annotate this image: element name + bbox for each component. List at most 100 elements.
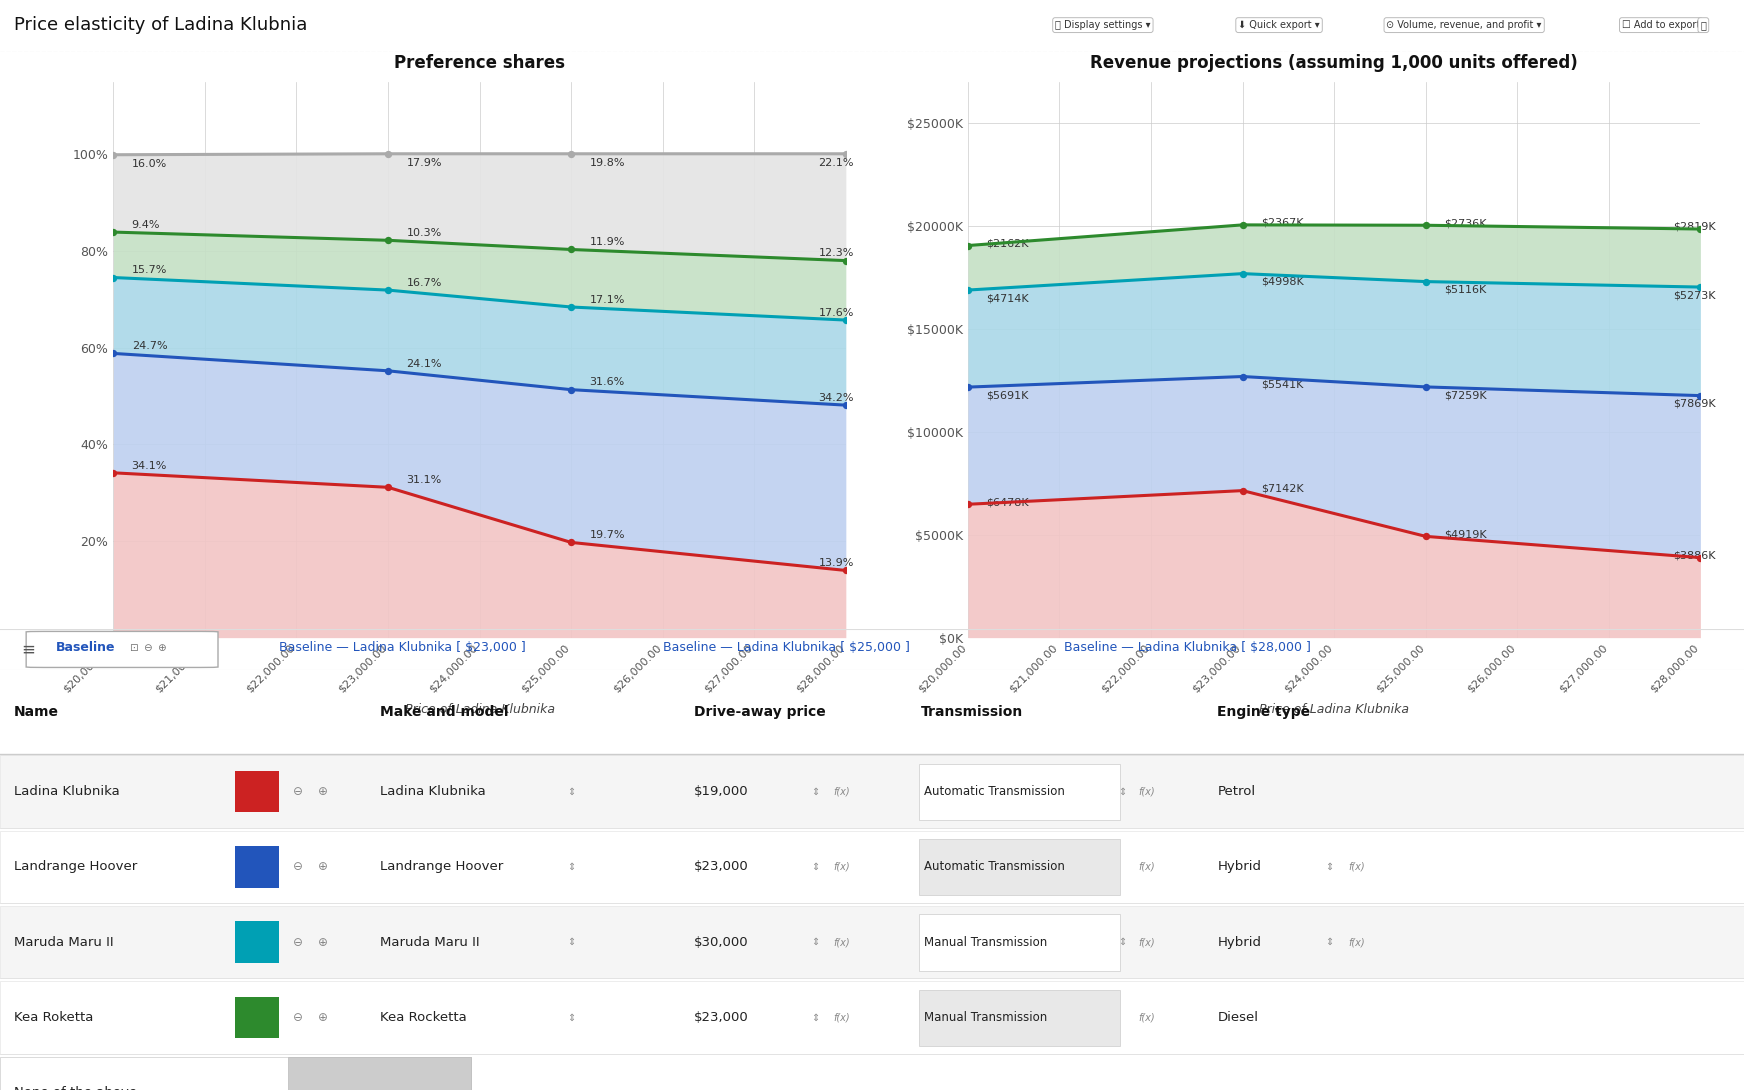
Text: 22.1%: 22.1%: [818, 158, 855, 169]
Text: 13.9%: 13.9%: [818, 558, 855, 568]
Text: ⊕: ⊕: [317, 860, 328, 873]
Point: [832, 397, 860, 414]
Bar: [235, 921, 279, 962]
Text: 10.3%: 10.3%: [406, 228, 441, 238]
Text: $2367K: $2367K: [1261, 218, 1303, 228]
Point: [832, 561, 860, 579]
Point: [373, 231, 401, 249]
Bar: [919, 839, 1120, 896]
Bar: [919, 990, 1120, 1046]
Text: ⇕: ⇕: [811, 862, 820, 872]
Text: None of the above: None of the above: [14, 1087, 138, 1090]
Point: [832, 252, 860, 269]
Bar: [0, 755, 1744, 827]
Text: ⊖: ⊖: [293, 1012, 303, 1024]
Bar: [919, 764, 1120, 820]
Text: $5541K: $5541K: [1261, 379, 1303, 390]
Text: Kea Roketta: Kea Roketta: [14, 1012, 94, 1024]
Text: 24.1%: 24.1%: [406, 359, 441, 368]
Text: Automatic Transmission: Automatic Transmission: [924, 860, 1066, 873]
Bar: [0, 1056, 471, 1090]
Point: [1413, 272, 1441, 290]
Text: ≡: ≡: [21, 641, 35, 658]
Point: [1413, 217, 1441, 234]
Text: Name: Name: [14, 705, 59, 719]
Text: Maruda Maru II: Maruda Maru II: [380, 935, 480, 948]
Bar: [0, 831, 1744, 903]
Point: [1230, 216, 1257, 233]
Text: f(x): f(x): [1348, 862, 1366, 872]
Point: [99, 269, 127, 287]
Text: $4998K: $4998K: [1261, 277, 1305, 287]
Text: ☐ Add to export: ☐ Add to export: [1622, 20, 1700, 31]
Text: $7142K: $7142K: [1261, 484, 1303, 494]
Point: [99, 464, 127, 482]
Text: Ladina Klubnika: Ladina Klubnika: [14, 785, 120, 798]
Text: $23,000: $23,000: [694, 1012, 748, 1024]
Text: ⇕: ⇕: [567, 862, 576, 872]
Text: Baseline — Ladina Klubnika [ $28,000 ]: Baseline — Ladina Klubnika [ $28,000 ]: [1064, 642, 1311, 654]
Text: ⇕: ⇕: [811, 1013, 820, 1022]
Point: [954, 237, 982, 254]
Text: Landrange Hoover: Landrange Hoover: [380, 860, 504, 873]
Bar: [0, 906, 1744, 979]
Point: [1686, 387, 1714, 404]
Text: 31.6%: 31.6%: [589, 377, 624, 387]
Text: 17.1%: 17.1%: [589, 294, 624, 305]
Text: Transmission: Transmission: [921, 705, 1024, 719]
Text: ⇕: ⇕: [1325, 862, 1334, 872]
Text: Kea Rocketta: Kea Rocketta: [380, 1012, 467, 1024]
Text: $30,000: $30,000: [694, 935, 748, 948]
Point: [556, 145, 584, 162]
Bar: [235, 997, 279, 1039]
Text: f(x): f(x): [834, 937, 851, 947]
X-axis label: Price of Ladina Klubnika: Price of Ladina Klubnika: [405, 703, 555, 716]
Text: $7869K: $7869K: [1672, 399, 1716, 409]
Point: [1230, 265, 1257, 282]
Text: f(x): f(x): [1348, 937, 1366, 947]
Bar: [235, 771, 279, 812]
Text: $5273K: $5273K: [1672, 290, 1716, 301]
Text: $19,000: $19,000: [694, 785, 748, 798]
Bar: [919, 915, 1120, 971]
Text: 34.2%: 34.2%: [818, 392, 855, 403]
Text: 16.7%: 16.7%: [406, 278, 441, 288]
Point: [954, 496, 982, 513]
Text: Landrange Hoover: Landrange Hoover: [14, 860, 138, 873]
Text: f(x): f(x): [834, 862, 851, 872]
Point: [954, 281, 982, 299]
Text: Drive-away price: Drive-away price: [694, 705, 827, 719]
Point: [556, 241, 584, 258]
Bar: [288, 1056, 471, 1090]
Text: ⇕: ⇕: [567, 1013, 576, 1022]
Text: ⊖: ⊖: [293, 860, 303, 873]
Text: $4919K: $4919K: [1444, 530, 1486, 540]
Text: $6478K: $6478K: [987, 497, 1029, 507]
Title: Preference shares: Preference shares: [394, 53, 565, 72]
Text: f(x): f(x): [834, 787, 851, 797]
Title: Revenue projections (assuming 1,000 units offered): Revenue projections (assuming 1,000 unit…: [1090, 53, 1578, 72]
Text: 11.9%: 11.9%: [589, 238, 624, 247]
Text: f(x): f(x): [1139, 862, 1156, 872]
Text: 24.7%: 24.7%: [131, 341, 167, 351]
Point: [556, 299, 584, 316]
Text: ⇕: ⇕: [811, 787, 820, 797]
Text: ⊖: ⊖: [293, 785, 303, 798]
Text: 19.8%: 19.8%: [589, 158, 624, 169]
Point: [1686, 220, 1714, 238]
Text: 31.1%: 31.1%: [406, 475, 441, 485]
Text: 12.3%: 12.3%: [818, 249, 855, 258]
Text: ⇕: ⇕: [1118, 937, 1127, 947]
Text: f(x): f(x): [1139, 1013, 1156, 1022]
Point: [373, 145, 401, 162]
Text: ⬇ Quick export ▾: ⬇ Quick export ▾: [1238, 20, 1320, 31]
Text: ⊕: ⊕: [157, 643, 166, 653]
Text: $5691K: $5691K: [987, 390, 1029, 400]
Text: Price elasticity of Ladina Klubnia: Price elasticity of Ladina Klubnia: [14, 16, 307, 34]
Point: [373, 281, 401, 299]
Text: Ladina Klubnika: Ladina Klubnika: [380, 785, 487, 798]
Text: $4714K: $4714K: [987, 293, 1029, 303]
Text: 16.0%: 16.0%: [131, 159, 167, 169]
Text: $23,000: $23,000: [694, 860, 748, 873]
Point: [373, 362, 401, 379]
